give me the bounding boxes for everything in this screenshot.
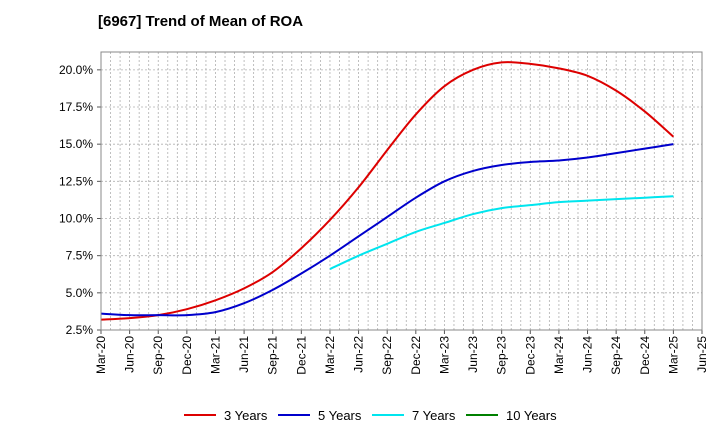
legend-label-3-years: 3 Years: [224, 408, 268, 423]
data-point: [329, 268, 331, 270]
y-axis: 2.5% 5.0% 7.5% 10.0% 12.5% 15.0% 17.5% 20.0%: [59, 63, 101, 337]
x-tick-label: Jun-25: [695, 336, 709, 373]
legend-label-7-years: 7 Years: [412, 408, 456, 423]
data-point: [243, 302, 245, 304]
y-tick-label: 7.5%: [66, 249, 94, 263]
data-point: [357, 254, 359, 256]
data-point: [386, 149, 388, 151]
data-point: [644, 147, 646, 149]
chart-title: [6967] Trend of Mean of ROA: [98, 13, 303, 30]
x-tick-label: Sep-21: [266, 336, 280, 375]
data-point: [529, 204, 531, 206]
data-point: [472, 213, 474, 215]
data-point: [415, 231, 417, 233]
data-point: [529, 161, 531, 163]
plot-background: [101, 52, 702, 330]
data-point: [272, 289, 274, 291]
data-point: [500, 164, 502, 166]
data-point: [300, 247, 302, 249]
data-point: [329, 219, 331, 221]
y-tick-label: 5.0%: [66, 286, 94, 300]
data-point: [586, 199, 588, 201]
data-point: [357, 186, 359, 188]
data-point: [443, 180, 445, 182]
y-tick-label: 10.0%: [59, 212, 93, 226]
x-tick-label: Sep-20: [151, 336, 165, 375]
data-point: [558, 201, 560, 203]
x-tick-label: Sep-22: [380, 336, 394, 375]
x-tick-label: Jun-22: [352, 336, 366, 373]
y-tick-label: 17.5%: [59, 100, 93, 114]
x-tick-label: Jun-24: [581, 336, 595, 373]
data-point: [386, 243, 388, 245]
grid-lines: [100, 52, 703, 331]
data-point: [443, 85, 445, 87]
x-tick-label: Mar-23: [437, 336, 451, 374]
data-point: [243, 287, 245, 289]
data-point: [186, 314, 188, 316]
data-point: [272, 271, 274, 273]
y-tick-label: 20.0%: [59, 63, 93, 77]
data-point: [558, 67, 560, 69]
data-point: [529, 63, 531, 65]
data-point: [558, 159, 560, 161]
data-point: [386, 216, 388, 218]
x-tick-label: Mar-25: [666, 336, 680, 374]
x-tick-label: Jun-21: [237, 336, 251, 373]
data-point: [615, 198, 617, 200]
data-point: [300, 272, 302, 274]
plot-area-frame: [100, 51, 703, 331]
data-point: [500, 207, 502, 209]
data-point: [214, 299, 216, 301]
y-tick-label: 12.5%: [59, 174, 93, 188]
data-point: [157, 314, 159, 316]
data-point: [186, 308, 188, 310]
data-point: [672, 195, 674, 197]
x-tick-label: Sep-23: [495, 336, 509, 375]
y-tick-label: 2.5%: [66, 323, 94, 337]
x-tick-label: Dec-20: [180, 336, 194, 375]
data-point: [415, 196, 417, 198]
legend-label-10-years: 10 Years: [506, 408, 557, 423]
data-point: [586, 156, 588, 158]
x-tick-label: Dec-21: [294, 336, 308, 375]
x-tick-label: Jun-23: [466, 336, 480, 373]
data-point: [329, 254, 331, 256]
x-tick-label: Mar-24: [552, 336, 566, 374]
data-point: [128, 314, 130, 316]
data-point: [128, 317, 130, 319]
data-point: [615, 152, 617, 154]
series-line-5-years: [100, 143, 674, 317]
x-tick-label: Dec-23: [523, 336, 537, 375]
data-point: [472, 69, 474, 71]
data-point: [644, 110, 646, 112]
data-point: [472, 170, 474, 172]
x-tick-label: Mar-21: [208, 336, 222, 374]
x-tick-label: Sep-24: [609, 336, 623, 375]
x-tick-label: Jun-20: [123, 336, 137, 373]
x-tick-label: Dec-22: [409, 336, 423, 375]
data-point: [644, 196, 646, 198]
data-point: [672, 136, 674, 138]
x-axis: Mar-20 Jun-20 Sep-20 Dec-20 Mar-21 Jun-21 Sep-…: [94, 330, 709, 375]
legend-label-5-years: 5 Years: [318, 408, 362, 423]
series-line-7-years: [329, 195, 674, 270]
y-tick-label: 15.0%: [59, 137, 93, 151]
data-point: [443, 222, 445, 224]
x-tick-label: Dec-24: [638, 336, 652, 375]
series-lines: [100, 61, 675, 321]
series-line-3-years: [100, 61, 675, 321]
x-tick-label: Mar-22: [323, 336, 337, 374]
data-point: [415, 113, 417, 115]
data-point: [357, 235, 359, 237]
data-point: [586, 75, 588, 77]
data-point: [615, 89, 617, 91]
data-point: [672, 143, 674, 145]
data-point: [500, 61, 502, 63]
legend: 3 Years 5 Years 7 Years 10 Years: [184, 408, 557, 423]
data-point: [214, 311, 216, 313]
x-tick-label: Mar-20: [94, 336, 108, 374]
